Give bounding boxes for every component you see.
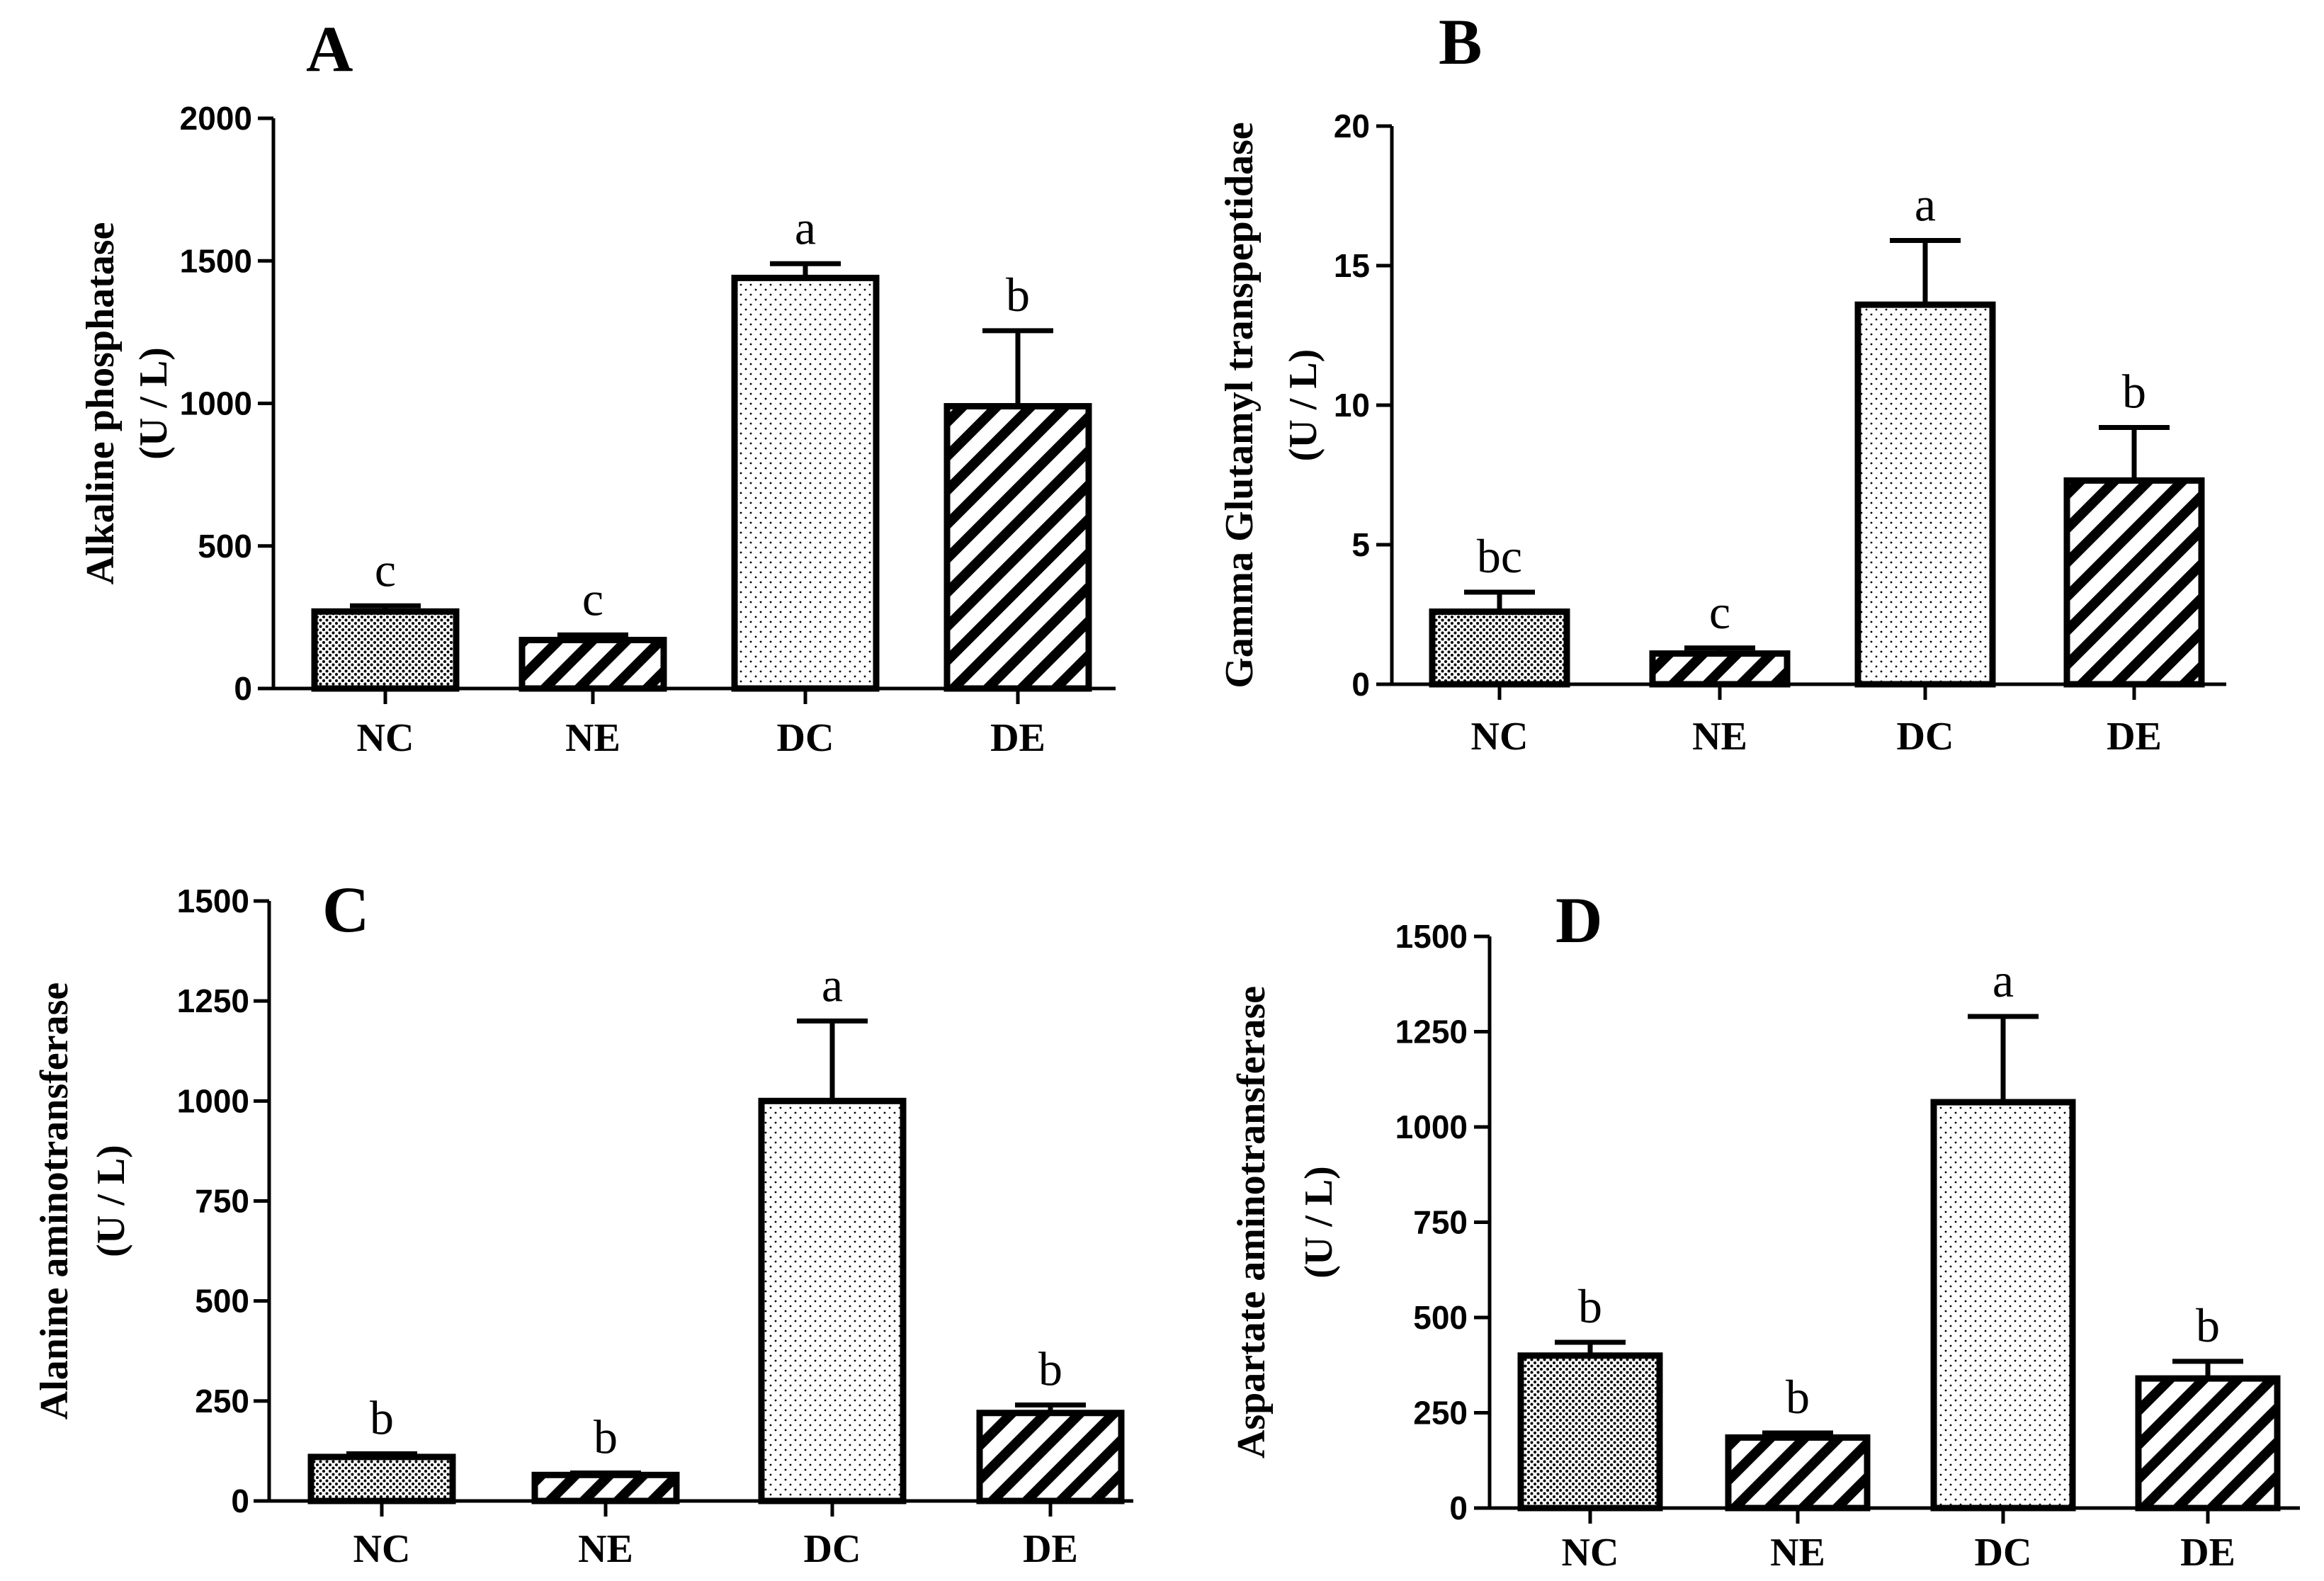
y-axis-units: (U / L) — [1281, 349, 1325, 462]
bar-dc — [1854, 301, 1996, 688]
significance-letter: c — [582, 572, 603, 625]
panel-letter: A — [306, 13, 353, 85]
bar-nc — [307, 1454, 456, 1504]
significance-letter: b — [2122, 365, 2146, 419]
y-tick-label: 1500 — [1395, 918, 1468, 955]
x-category-label: DE — [2180, 1531, 2235, 1575]
significance-letter: a — [822, 958, 843, 1012]
significance-letter: c — [1709, 585, 1730, 639]
x-category-label: NE — [565, 716, 620, 760]
y-tick-label: 5 — [1351, 526, 1370, 563]
y-tick-label: 0 — [234, 670, 252, 707]
bar-ne — [1649, 650, 1791, 688]
y-axis-units: (U / L) — [89, 1145, 133, 1257]
x-category-label: DC — [777, 716, 834, 760]
y-tick-label: 250 — [195, 1383, 249, 1420]
significance-letter: b — [594, 1410, 618, 1463]
significance-letter: b — [1038, 1342, 1062, 1395]
panel-letter: C — [322, 873, 369, 946]
y-tick-label: 1000 — [180, 385, 252, 422]
chart-panel-d: 0 250 500 750 1000 1250 1500 NC b NE b DC a DE b Aspart… — [1230, 884, 2300, 1575]
y-axis-units: (U / L) — [132, 347, 176, 460]
y-tick-label: 1000 — [177, 1082, 249, 1119]
bar-nc — [1429, 608, 1570, 688]
y-tick-label: 0 — [231, 1483, 249, 1519]
panel-letter: D — [1555, 884, 1602, 956]
y-tick-label: 0 — [1351, 666, 1370, 703]
x-category-label: DE — [1023, 1527, 1078, 1571]
bar-nc — [311, 608, 460, 692]
y-tick-label: 10 — [1334, 387, 1370, 424]
bar-dc — [758, 1097, 907, 1504]
bar-dc — [1930, 1099, 2076, 1512]
x-category-label: DC — [1897, 715, 1954, 759]
y-tick-label: 2000 — [180, 100, 252, 137]
bar-dc — [731, 274, 880, 692]
bar-nc — [1517, 1352, 1663, 1512]
significance-letter: b — [2196, 1298, 2220, 1352]
x-category-label: DC — [804, 1527, 861, 1571]
x-category-label: DC — [1975, 1531, 2032, 1575]
y-tick-label: 1250 — [1395, 1014, 1468, 1050]
significance-letter: a — [1993, 953, 2014, 1007]
x-category-label: NE — [1692, 715, 1747, 759]
significance-letter: bc — [1477, 529, 1522, 583]
x-category-label: NC — [1471, 715, 1529, 759]
panel-letter: B — [1439, 6, 1482, 78]
x-category-label: NC — [1562, 1531, 1619, 1575]
bar-de — [2063, 477, 2205, 688]
significance-letter: b — [1578, 1279, 1602, 1333]
x-category-label: DE — [990, 716, 1045, 760]
significance-letter: b — [1006, 268, 1030, 322]
y-tick-label: 1000 — [1395, 1109, 1468, 1145]
y-axis-title: Alanine aminotransferase — [33, 982, 76, 1420]
y-tick-label: 500 — [195, 1283, 249, 1320]
significance-letter: b — [1786, 1370, 1810, 1424]
y-tick-label: 1500 — [177, 883, 249, 919]
x-category-label: NE — [578, 1527, 633, 1571]
chart-panel-b: 0 5 10 15 20 NC bc NE c DC a DE b Gamma Glutamyl tran… — [1218, 6, 2226, 759]
bar-de — [943, 403, 1092, 692]
y-tick-label: 500 — [198, 528, 252, 565]
bar-ne — [531, 1471, 680, 1504]
x-category-label: DE — [2107, 715, 2162, 759]
y-tick-label: 1250 — [177, 982, 249, 1019]
y-tick-label: 1500 — [180, 242, 252, 279]
significance-letter: c — [375, 543, 396, 596]
chart-panel-a: 0 500 1000 1500 2000 NC c NE c DC a DE b Alkaline pho… — [79, 13, 1116, 760]
bar-de — [976, 1410, 1125, 1504]
significance-letter: b — [370, 1390, 394, 1444]
y-tick-label: 0 — [1449, 1490, 1468, 1526]
x-category-label: NE — [1770, 1531, 1825, 1575]
y-axis-title: Aspartate aminotransferase — [1230, 986, 1274, 1458]
y-tick-label: 750 — [195, 1183, 249, 1220]
chart-panel-c: 0 250 500 750 1000 1250 1500 NC b NE b DC a DE b Alanin… — [33, 873, 1133, 1571]
y-tick-label: 20 — [1334, 108, 1370, 144]
y-tick-label: 500 — [1413, 1299, 1468, 1336]
y-tick-label: 750 — [1413, 1204, 1468, 1241]
x-category-label: NC — [357, 716, 414, 760]
bar-de — [2135, 1375, 2281, 1512]
y-tick-label: 250 — [1413, 1395, 1468, 1432]
x-category-label: NC — [353, 1527, 411, 1571]
y-axis-units: (U / L) — [1297, 1166, 1341, 1279]
y-tick-label: 15 — [1334, 247, 1370, 284]
significance-letter: a — [1915, 178, 1936, 232]
y-axis-title: Alkaline phosphatase — [79, 222, 123, 585]
y-axis-title: Gamma Glutamyl transpeptidase — [1218, 122, 1262, 688]
bar-ne — [518, 637, 667, 692]
significance-letter: a — [795, 200, 816, 254]
bar-ne — [1725, 1434, 1871, 1512]
